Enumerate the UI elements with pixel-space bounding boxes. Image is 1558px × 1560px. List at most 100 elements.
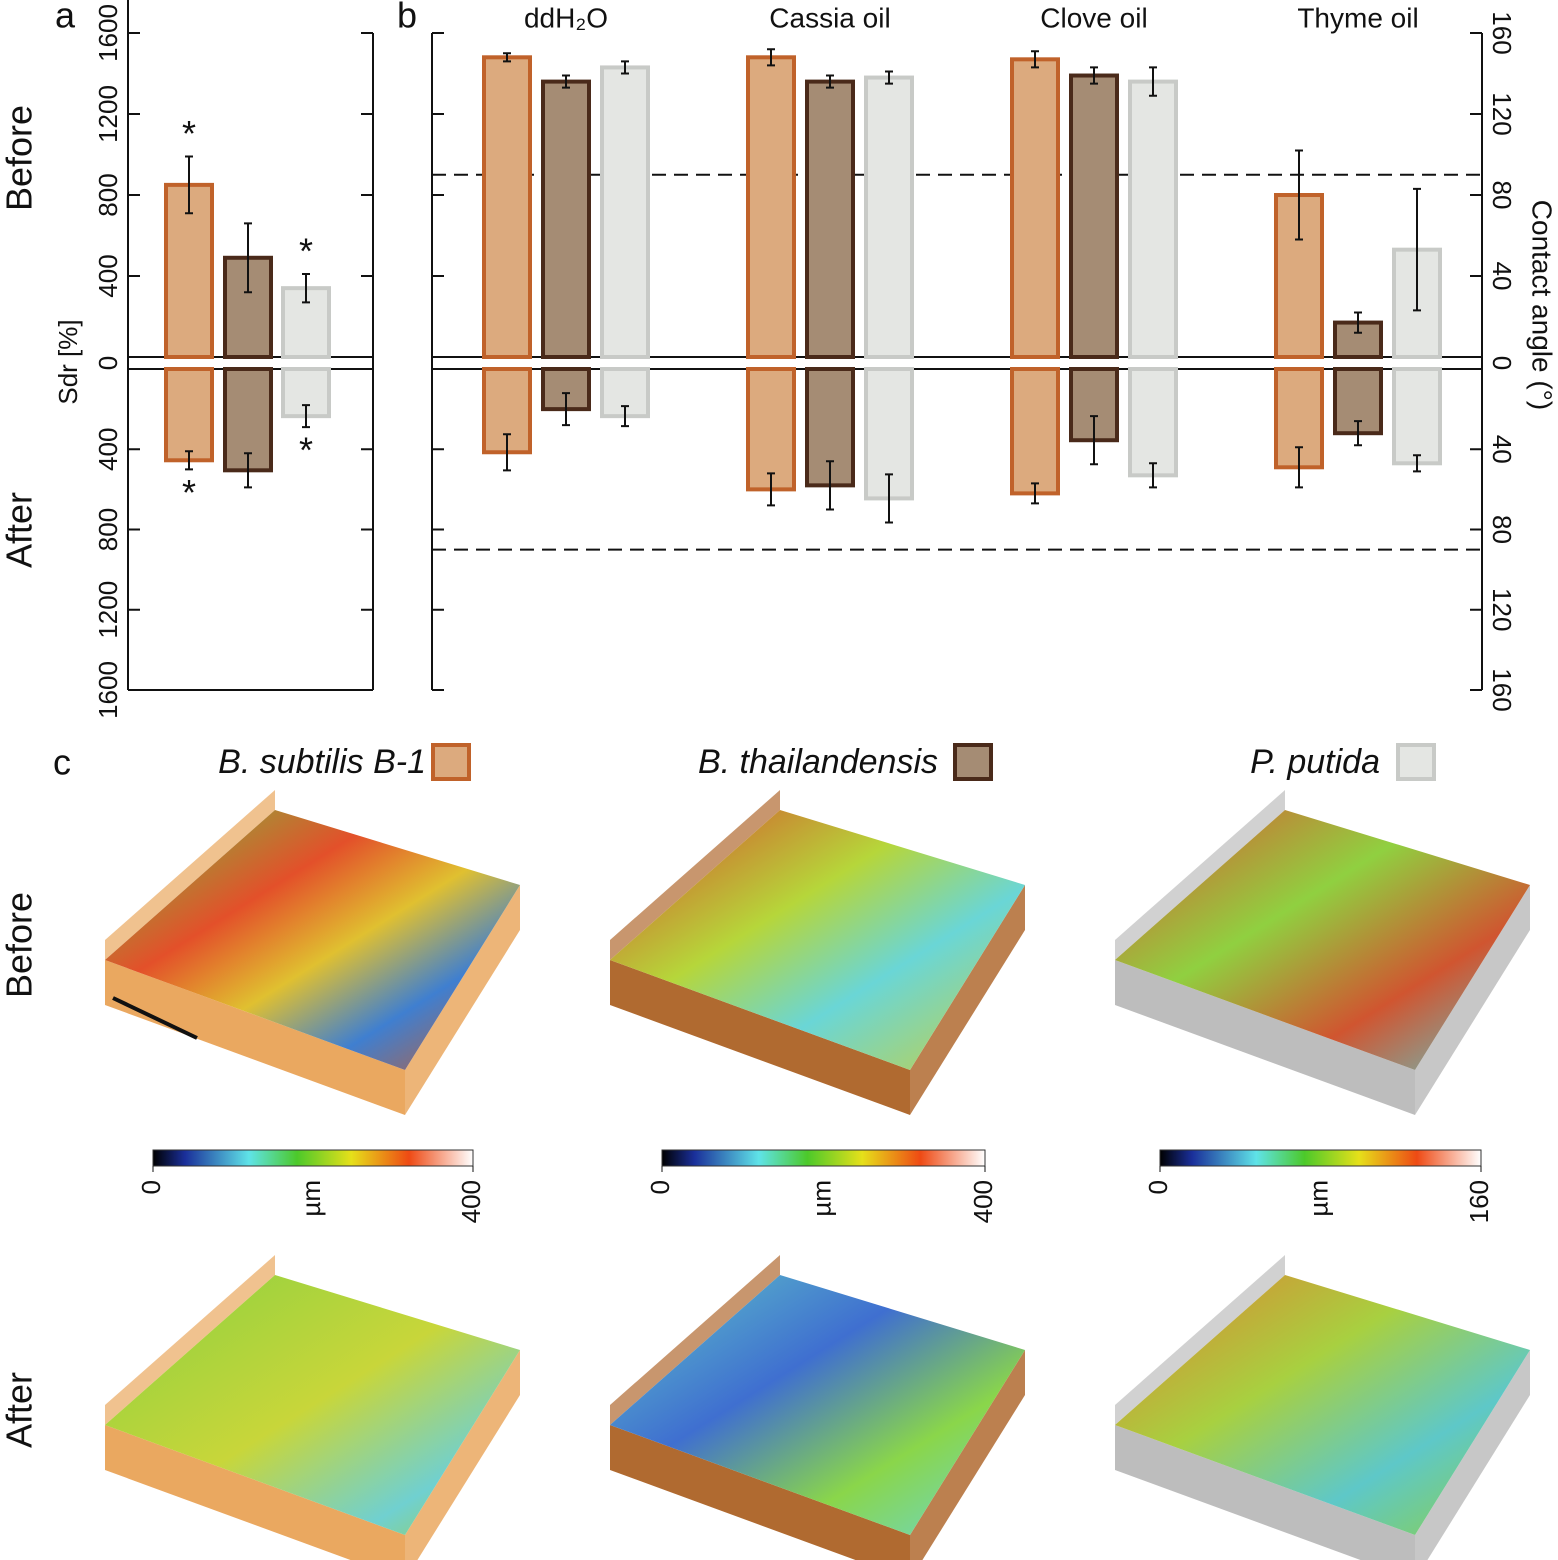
legend-label: P. putida (1250, 743, 1380, 781)
error-bar (885, 70, 893, 85)
surface-side (405, 885, 520, 1115)
y-tick-label: 160 (1487, 668, 1517, 711)
error-bar (1090, 415, 1098, 466)
significance-note: * (182, 472, 196, 513)
legend-swatch (431, 743, 471, 781)
bar (164, 367, 214, 463)
category-label: ddH₂O (524, 2, 608, 33)
error-bar (885, 473, 893, 524)
surface-top (1115, 810, 1530, 1070)
significance-note: * (299, 230, 313, 271)
legend-swatch (953, 743, 993, 781)
surface-side (910, 885, 1025, 1115)
surface-back (610, 1255, 780, 1425)
category-label: Clove oil (1040, 2, 1147, 33)
error-bar (621, 60, 629, 75)
surface-side (405, 1350, 520, 1560)
bar (805, 79, 855, 359)
error-bar (1031, 482, 1039, 505)
y-tick-label: 800 (93, 173, 123, 216)
colorbar-tick-label: 0 (136, 1180, 166, 1194)
bar (1333, 320, 1383, 360)
colorbar (661, 1149, 986, 1167)
y-tick-label: 40 (1487, 262, 1517, 291)
category-label: Thyme oil (1297, 2, 1418, 33)
y-tick-label: 80 (1487, 515, 1517, 544)
surface-top (1115, 1275, 1530, 1535)
error-bar (1295, 446, 1303, 489)
colorbar-tick-label: 400 (968, 1180, 998, 1223)
y-tick-label: 160 (1487, 11, 1517, 54)
error-bar (1295, 149, 1303, 241)
error-bar (1354, 420, 1362, 447)
surface-top (610, 810, 1025, 1070)
surface-side (1415, 885, 1530, 1115)
y-tick-label: 800 (93, 508, 123, 551)
error-bar (1354, 311, 1362, 334)
legend-swatch (1396, 743, 1436, 781)
axis-title: Sdr [%] (53, 319, 83, 404)
colorbar-tick-label: 400 (456, 1180, 486, 1223)
surface-side (1415, 1350, 1530, 1560)
significance-note: * (299, 430, 313, 471)
colorbar-unit: µm (1303, 1180, 1333, 1217)
y-tick-label: 1600 (93, 661, 123, 719)
error-bar (185, 155, 193, 215)
bar (1128, 79, 1178, 359)
colorbar (1159, 1149, 1482, 1167)
surface-back (1115, 790, 1285, 960)
y-tick-label: 1600 (93, 4, 123, 62)
surface-side (610, 960, 910, 1115)
error-bar (767, 472, 775, 507)
bar (600, 65, 650, 360)
colorbar-tick-label: 160 (1464, 1180, 1494, 1223)
error-bar (562, 74, 570, 89)
y-tick-label: 40 (1487, 435, 1517, 464)
bar (1392, 367, 1442, 466)
surface-side (1115, 960, 1415, 1115)
error-bar (302, 404, 310, 429)
surface-top (105, 1275, 520, 1535)
significance-note: * (182, 113, 196, 154)
y-tick-label: 80 (1487, 181, 1517, 210)
legend-label: B. thailandensis (698, 743, 938, 781)
surface-back (105, 790, 275, 960)
row-label: After (0, 1372, 40, 1448)
bar (746, 55, 796, 360)
bar (746, 367, 796, 492)
error-bar (302, 272, 310, 304)
error-bar (562, 392, 570, 427)
bar (1069, 73, 1119, 360)
y-tick-label: 400 (93, 428, 123, 471)
row-label: Before (0, 892, 40, 998)
category-label: Cassia oil (769, 2, 890, 33)
error-bar (1031, 50, 1039, 69)
surface-side (105, 1425, 405, 1560)
panel-label: a (55, 0, 76, 36)
y-tick-label: 1200 (93, 85, 123, 143)
surface-side (105, 960, 405, 1115)
surface-back (610, 790, 780, 960)
surface-side (1115, 1425, 1415, 1560)
bar (541, 79, 591, 359)
error-bar (1149, 66, 1157, 97)
scale-bar (112, 996, 198, 1040)
error-bar (1149, 462, 1157, 489)
panel-label: b (397, 0, 417, 36)
surface-top (610, 1275, 1025, 1535)
legend-label: B. subtilis B-1 (218, 743, 426, 781)
bar (864, 75, 914, 360)
surface-top (105, 810, 520, 1070)
surface-side (910, 1350, 1025, 1560)
bar (1010, 367, 1060, 496)
error-bar (244, 222, 252, 294)
error-bar (621, 405, 629, 428)
error-bar (503, 52, 511, 63)
colorbar-unit: µm (806, 1180, 836, 1217)
error-bar (826, 74, 834, 89)
panel-label: c (53, 742, 71, 783)
surface-side (610, 1425, 910, 1560)
y-tick-label: 120 (1487, 588, 1517, 631)
